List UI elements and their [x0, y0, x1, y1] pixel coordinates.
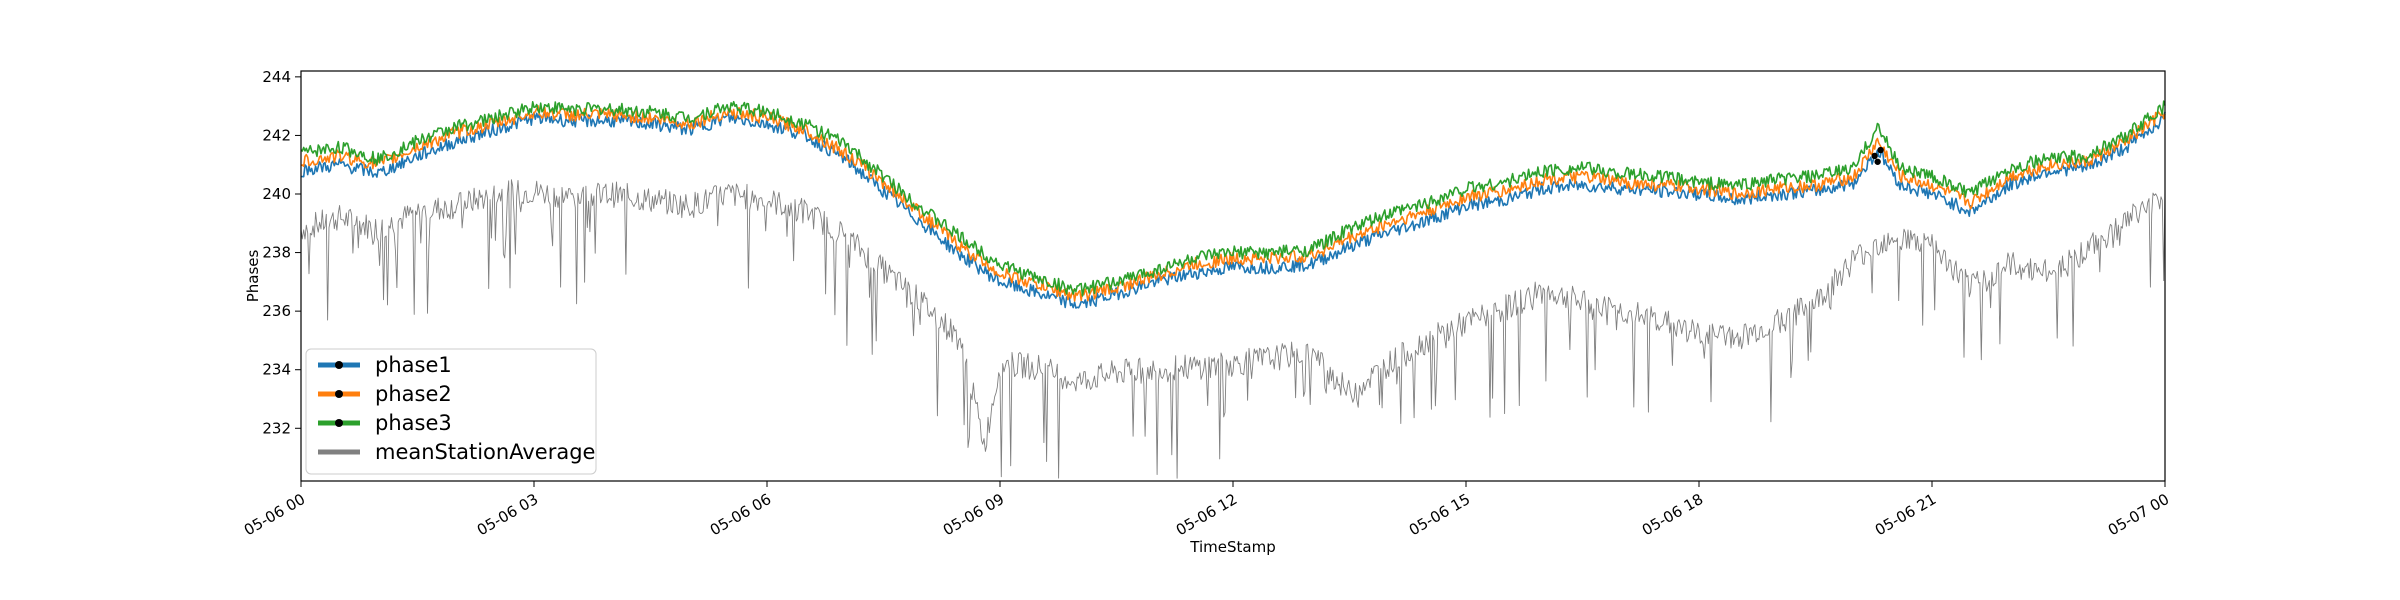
- series-marker: [1877, 146, 1884, 154]
- outlier-markers: [1871, 146, 1884, 165]
- series-line-phase3: [300, 100, 2166, 297]
- y-tick-label: 238: [262, 244, 291, 262]
- y-tick-label: 242: [262, 126, 291, 144]
- y-tick-label: 244: [262, 68, 291, 86]
- x-tick-label: 05-06 12: [1173, 490, 1240, 539]
- legend-box: [305, 348, 597, 475]
- y-tick-label: 236: [262, 302, 291, 320]
- legend-label: phase1: [375, 353, 452, 377]
- x-tick-label: 05-07 00: [2105, 490, 2172, 539]
- legend-label: phase2: [375, 382, 452, 406]
- series-marker: [1874, 158, 1881, 165]
- legend: phase1 phase2 phase3 meanStationAverage: [305, 348, 597, 475]
- x-tick-label: 05-06 15: [1406, 490, 1473, 539]
- x-tick-label: 05-06 21: [1872, 490, 1939, 539]
- x-tick-label: 05-06 09: [940, 490, 1007, 539]
- legend-marker: [335, 419, 343, 427]
- y-tick-label: 232: [262, 419, 291, 437]
- series-line-meanStationAverage: [300, 179, 2166, 479]
- y-axis-label: Phases: [244, 250, 262, 303]
- legend-marker: [335, 390, 343, 398]
- x-axis-label: TimeStamp: [1189, 538, 1275, 556]
- series-line-phase1: [301, 111, 2166, 309]
- plot-lines: [300, 100, 2166, 479]
- x-tick-label: 05-06 00: [241, 490, 308, 539]
- legend-marker: [335, 361, 343, 369]
- x-tick-label: 05-06 18: [1639, 490, 1706, 539]
- legend-label: phase3: [375, 411, 452, 435]
- x-tick-label: 05-06 03: [474, 490, 541, 539]
- x-tick-label: 05-06 06: [707, 490, 774, 539]
- legend-label: meanStationAverage: [375, 440, 595, 464]
- y-axis-ticks: 232 234 236 238 240 242 244: [262, 68, 301, 437]
- y-tick-label: 234: [262, 361, 291, 379]
- y-tick-label: 240: [262, 185, 291, 203]
- x-axis-ticks: 05-06 00 05-06 03 05-06 06 05-06 09 05-06 12…: [241, 481, 2172, 539]
- series-marker: [1871, 152, 1878, 160]
